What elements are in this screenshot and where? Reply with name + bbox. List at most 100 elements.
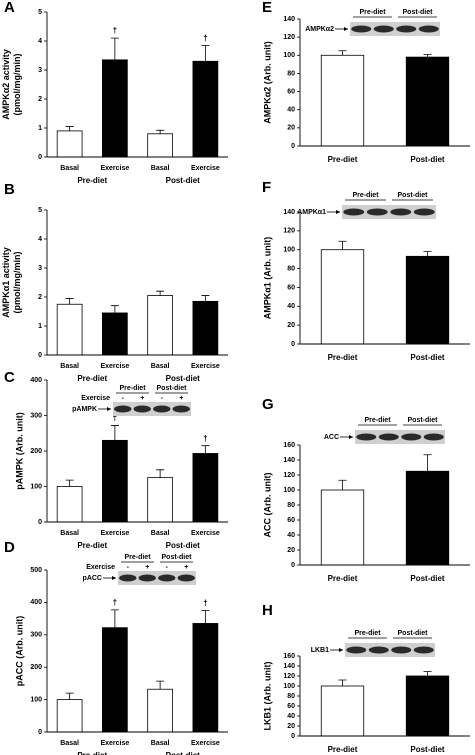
x-tick-label: Basal xyxy=(60,363,79,370)
x-tick-label: Post-diet xyxy=(410,353,445,362)
bar xyxy=(102,312,128,356)
panel-letter: E xyxy=(262,0,272,16)
y-tick-label: 300 xyxy=(30,412,42,419)
blot-arrowhead xyxy=(107,407,111,411)
blot-image xyxy=(350,22,440,36)
bar xyxy=(192,60,219,158)
blot-group-label: Pre-diet xyxy=(119,385,146,392)
error-bar xyxy=(423,671,432,676)
y-tick-label: 500 xyxy=(30,567,42,574)
group-label: Post-diet xyxy=(166,541,201,550)
y-axis-label: AMPKα1 activity xyxy=(1,247,11,318)
blot-group-label: Pre-diet xyxy=(352,192,379,199)
error-bar xyxy=(423,53,432,58)
x-tick-label: Exercise xyxy=(100,740,129,747)
y-axis-label: pAMPK (Arb. unit) xyxy=(14,412,24,489)
y-tick-label: 40 xyxy=(287,532,295,539)
blot-band xyxy=(373,25,394,33)
x-tick-label: Basal xyxy=(151,530,170,537)
y-tick-label: 100 xyxy=(30,483,42,490)
error-bar xyxy=(65,126,74,131)
panel-letter: F xyxy=(262,179,271,196)
blot-group-label: Pre-diet xyxy=(354,630,381,637)
y-tick-label: 140 xyxy=(283,663,295,670)
blot-band xyxy=(396,25,417,33)
significance-marker: † xyxy=(203,434,207,443)
blot-band xyxy=(368,646,389,654)
blot-image xyxy=(342,205,436,219)
blot-band xyxy=(114,405,132,413)
axes xyxy=(299,445,470,566)
x-tick-label: Exercise xyxy=(100,363,129,370)
bar xyxy=(405,255,450,345)
x-tick-label: Basal xyxy=(60,530,79,537)
x-tick-label: Post-diet xyxy=(410,574,445,583)
bar xyxy=(147,133,173,158)
x-tick-label: Pre-diet xyxy=(328,574,358,583)
x-tick-label: Exercise xyxy=(100,165,129,172)
x-tick-label: Basal xyxy=(151,165,170,172)
y-tick-label: 80 xyxy=(287,502,295,509)
bar xyxy=(56,699,83,733)
y-tick-label: 140 xyxy=(283,16,295,23)
y-axis-label: (pmol/mg/min) xyxy=(12,54,22,116)
axes xyxy=(299,19,470,147)
blot-arrowhead xyxy=(112,576,116,580)
blot-band xyxy=(158,574,176,582)
axes xyxy=(299,656,470,737)
y-tick-label: 60 xyxy=(287,284,295,291)
y-tick-label: 100 xyxy=(30,696,42,703)
blot-lane-label: + xyxy=(140,395,144,402)
blot-lane-label: + xyxy=(179,395,183,402)
x-tick-label: Basal xyxy=(151,363,170,370)
blot-band xyxy=(119,574,137,582)
panel-letter: C xyxy=(4,369,15,386)
bar xyxy=(147,477,173,523)
blot-label: AMPKα2 xyxy=(305,26,334,33)
panel-letter: D xyxy=(4,539,15,556)
y-tick-label: 5 xyxy=(38,9,42,16)
y-tick-label: 160 xyxy=(283,442,295,449)
axes xyxy=(46,380,228,523)
blot-band xyxy=(177,574,195,582)
y-tick-label: 80 xyxy=(287,693,295,700)
group-label: Post-diet xyxy=(166,374,201,383)
bar xyxy=(192,453,219,523)
y-tick-label: 140 xyxy=(283,457,295,464)
blot-label: pAMPK xyxy=(72,406,97,413)
y-tick-label: 2 xyxy=(38,294,42,301)
blot-row-label: Exercise xyxy=(81,395,110,402)
blot-band xyxy=(401,433,422,441)
blot-band xyxy=(423,433,444,441)
error-bar xyxy=(201,295,210,302)
blot-band xyxy=(346,646,367,654)
y-tick-label: 0 xyxy=(291,341,295,348)
error-bar xyxy=(201,445,210,454)
y-tick-label: 40 xyxy=(287,713,295,720)
y-tick-label: 40 xyxy=(287,303,295,310)
blot-band xyxy=(343,208,365,216)
error-bar xyxy=(65,298,74,305)
error-bar xyxy=(65,692,74,700)
y-tick-label: 400 xyxy=(30,377,42,384)
bar xyxy=(405,675,450,737)
group-label: Pre-diet xyxy=(77,374,107,383)
error-bar xyxy=(201,610,210,624)
x-tick-label: Exercise xyxy=(191,530,220,537)
blot-group-label: Post-diet xyxy=(157,385,188,392)
y-tick-label: 40 xyxy=(287,107,295,114)
blot-arrowhead xyxy=(339,648,343,652)
x-tick-label: Pre-diet xyxy=(328,353,358,362)
y-tick-label: 60 xyxy=(287,703,295,710)
blot-band xyxy=(378,433,399,441)
y-tick-label: 80 xyxy=(287,265,295,272)
y-tick-label: 200 xyxy=(30,448,42,455)
blot-label: AMPKα1 xyxy=(297,209,326,216)
panel-letter: B xyxy=(4,181,15,198)
y-tick-label: 5 xyxy=(38,207,42,214)
y-tick-label: 20 xyxy=(287,723,295,730)
y-axis-label: AMPKα2 (Arb. unit) xyxy=(262,41,272,124)
y-tick-label: 140 xyxy=(283,209,295,216)
